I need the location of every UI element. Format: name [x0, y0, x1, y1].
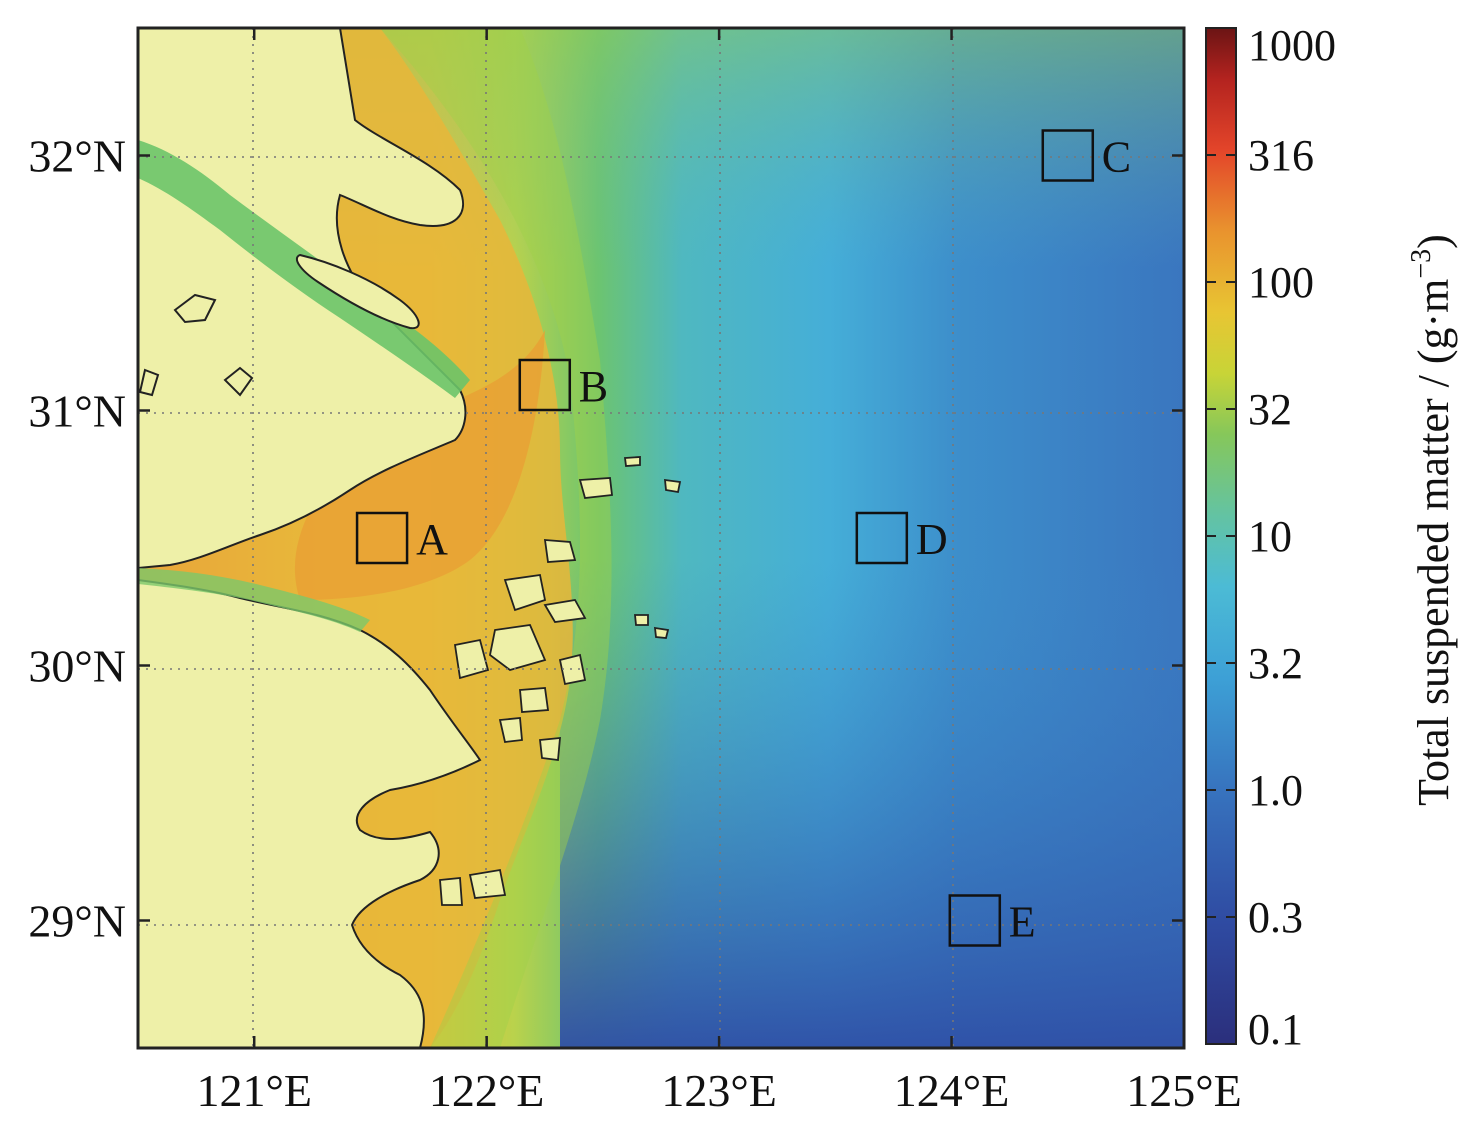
y-tick-label: 32°N — [28, 131, 126, 182]
sea-south-deep — [560, 560, 1184, 1048]
y-tick-label: 31°N — [28, 386, 126, 437]
x-tick-label: 122°E — [429, 1065, 545, 1116]
x-axis: 121°E 122°E 123°E 124°E 125°E — [196, 28, 1242, 1116]
site-label-a: A — [416, 515, 448, 564]
site-label-c: C — [1102, 133, 1131, 182]
sample-sites: A B C D E — [355, 129, 1131, 947]
colorbar-title-sup: −3 — [1406, 249, 1437, 279]
map-panel: A B C D E — [138, 28, 1184, 1048]
site-box-b — [518, 358, 572, 412]
zhoushan-islands — [439, 456, 682, 906]
site-label-e: E — [1009, 898, 1036, 947]
island-1 — [173, 293, 217, 324]
y-tick-label: 29°N — [28, 896, 126, 947]
colorbar-title-main: Total suspended matter / (g·m — [1409, 279, 1458, 806]
chongming-island — [295, 253, 420, 330]
island-2 — [223, 366, 254, 397]
colorbar-tick-label: 0.3 — [1248, 893, 1303, 942]
site-box-e — [948, 894, 1002, 947]
colorbar: 1000 316 100 32 10 3.2 1.0 0.3 0.1 Total suspend… — [1205, 21, 1458, 1054]
x-tick-label: 121°E — [196, 1065, 312, 1116]
colorbar-tick-label: 32 — [1248, 385, 1292, 434]
y-tick-label: 30°N — [28, 641, 126, 692]
site-box-a — [355, 511, 409, 565]
graticule — [138, 28, 1184, 1048]
site-box-d — [855, 511, 909, 565]
island-3 — [138, 368, 160, 397]
x-tick-label: 123°E — [661, 1065, 777, 1116]
colorbar-title: Total suspended matter / (g·m−3) — [1406, 234, 1458, 806]
y-axis: 32°N 31°N 30°N 29°N — [28, 131, 1184, 947]
x-tick-label: 124°E — [894, 1065, 1010, 1116]
colorbar-ticks: 1000 316 100 32 10 3.2 1.0 0.3 0.1 — [1206, 21, 1336, 1054]
colorbar-title-close: ) — [1409, 234, 1458, 249]
colorbar-tick-label: 316 — [1248, 131, 1314, 180]
x-tick-label: 125°E — [1126, 1065, 1242, 1116]
site-box-c — [1041, 129, 1095, 182]
plume-green-edge — [380, 28, 612, 1048]
colorbar-tick-label: 100 — [1248, 258, 1314, 307]
map-frame — [136, 26, 1186, 1050]
site-label-d: D — [916, 515, 948, 564]
colorbar-tick-label: 3.2 — [1248, 639, 1303, 688]
site-label-b: B — [579, 362, 608, 411]
colorbar-tick-label: 1.0 — [1248, 766, 1303, 815]
hangzhou-bay-strip — [138, 568, 370, 632]
colorbar-tick-label: 0.1 — [1248, 1005, 1303, 1054]
colorbar-tick-label: 1000 — [1248, 21, 1336, 70]
colorbar-tick-label: 10 — [1248, 512, 1292, 561]
